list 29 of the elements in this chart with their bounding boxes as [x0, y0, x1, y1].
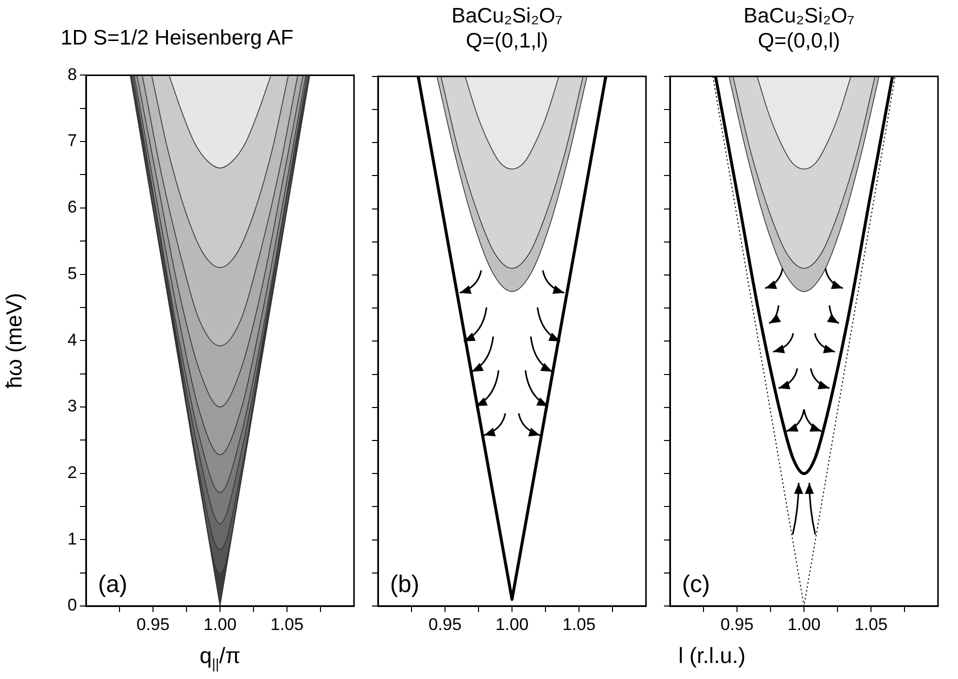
x-tick-label: 0.95	[428, 614, 462, 634]
x-tick-label: 1.05	[270, 614, 304, 634]
y-tick-label: 7	[68, 131, 77, 150]
x-axis-title: q$_{||}$/π	[200, 643, 240, 672]
chart-title: BaCu₂Si₂O₇	[451, 4, 563, 28]
x-tick-label: 1.05	[562, 614, 596, 634]
y-tick-label: 2	[68, 462, 77, 482]
y-tick-label: 5	[68, 264, 77, 283]
x-tick-label: 0.95	[136, 614, 170, 634]
chart-title: 1D S=1/2 Heisenberg AF	[60, 26, 294, 50]
y-tick-label: 6	[68, 198, 77, 217]
y-tick-label: 1	[68, 529, 77, 548]
chart-subtitle: Q=(0,1,l)	[466, 30, 548, 53]
x-tick-label: 1.00	[787, 614, 821, 634]
chart-subtitle: Q=(0,0,l)	[758, 30, 840, 53]
x-tick-label: 1.00	[495, 614, 529, 634]
x-tick-label: 0.95	[720, 614, 754, 634]
y-tick-label: 0	[68, 596, 77, 615]
y-tick-label: 3	[68, 396, 77, 416]
y-tick-label: 8	[68, 64, 77, 84]
y-tick-label: 4	[68, 330, 77, 350]
x-axis-title: l (r.l.u.)	[678, 643, 746, 669]
annotation: (b)	[390, 571, 420, 598]
x-tick-label: 1.00	[203, 614, 237, 634]
x-tick-label: 1.05	[854, 614, 888, 634]
y-axis-title: ħω (meV)	[1, 292, 26, 388]
chart-title: BaCu₂Si₂O₇	[743, 4, 855, 28]
annotation: (c)	[682, 571, 710, 598]
annotation: (a)	[98, 571, 128, 598]
